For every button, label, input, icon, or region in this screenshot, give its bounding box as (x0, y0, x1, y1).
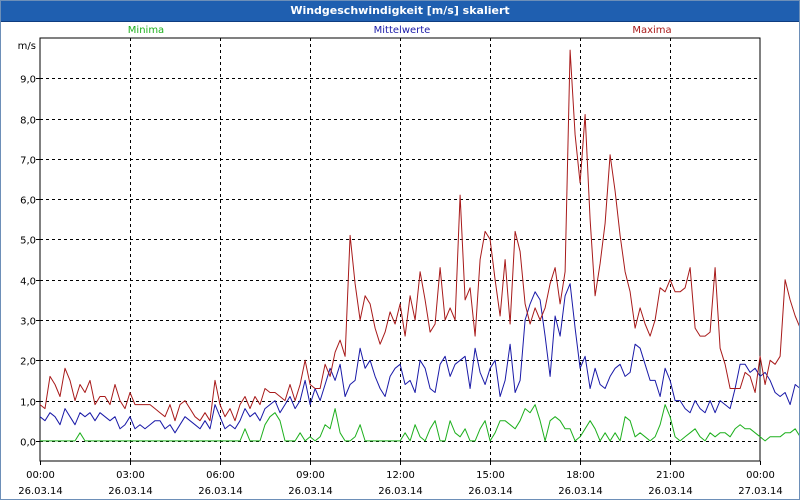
x-tick-label-time: 06:00 (206, 470, 235, 481)
y-tick-label: 8,0 (20, 116, 36, 127)
x-tick-label-time: 18:00 (566, 470, 595, 481)
y-tick-label: 4,0 (20, 277, 36, 288)
y-tick-label: 6,0 (20, 196, 36, 207)
x-tick-label-date: 26.03.14 (378, 486, 423, 497)
x-tick-label-time: 21:00 (656, 470, 685, 481)
x-tick-label-date: 26.03.14 (198, 486, 243, 497)
y-tick-label: 2,0 (20, 357, 36, 368)
x-tick-label-time: 12:00 (386, 470, 415, 481)
x-tick-label-time: 03:00 (116, 470, 145, 481)
window-title: Windgeschwindigkeit [m/s] skaliert (0, 0, 800, 22)
y-tick-label: 1,0 (20, 398, 36, 409)
series-line-mittelwerte (39, 283, 800, 434)
x-tick-label-date: 26.03.14 (18, 486, 63, 497)
x-tick-label-date: 26.03.14 (108, 486, 153, 497)
y-tick-label: 3,0 (20, 317, 36, 328)
legend-label-maxima: Maxima (632, 25, 671, 36)
y-tick-label: 5,0 (20, 236, 36, 247)
x-tick-label-time: 09:00 (296, 470, 325, 481)
y-tick-label: 0,0 (20, 438, 36, 449)
y-tick-label: 9,0 (20, 75, 36, 86)
y-tick-label: 7,0 (20, 156, 36, 167)
x-tick-label-time: 15:00 (476, 470, 505, 481)
x-tick-label-date: 26.03.14 (648, 486, 693, 497)
legend-label-mittelwerte: Mittelwerte (374, 25, 431, 36)
x-tick-label-date: 27.03.14 (738, 486, 783, 497)
x-tick-label-date: 26.03.14 (558, 486, 603, 497)
x-tick-label-time: 00:00 (746, 470, 775, 481)
x-tick-label-date: 26.03.14 (468, 486, 513, 497)
y-axis-label: m/s (18, 41, 36, 52)
legend-label-minima: Minima (128, 25, 164, 36)
series-line-minima (40, 404, 800, 442)
x-tick-label-time: 00:00 (26, 470, 55, 481)
series-line-maxima (39, 49, 800, 422)
x-tick-label-date: 26.03.14 (288, 486, 333, 497)
